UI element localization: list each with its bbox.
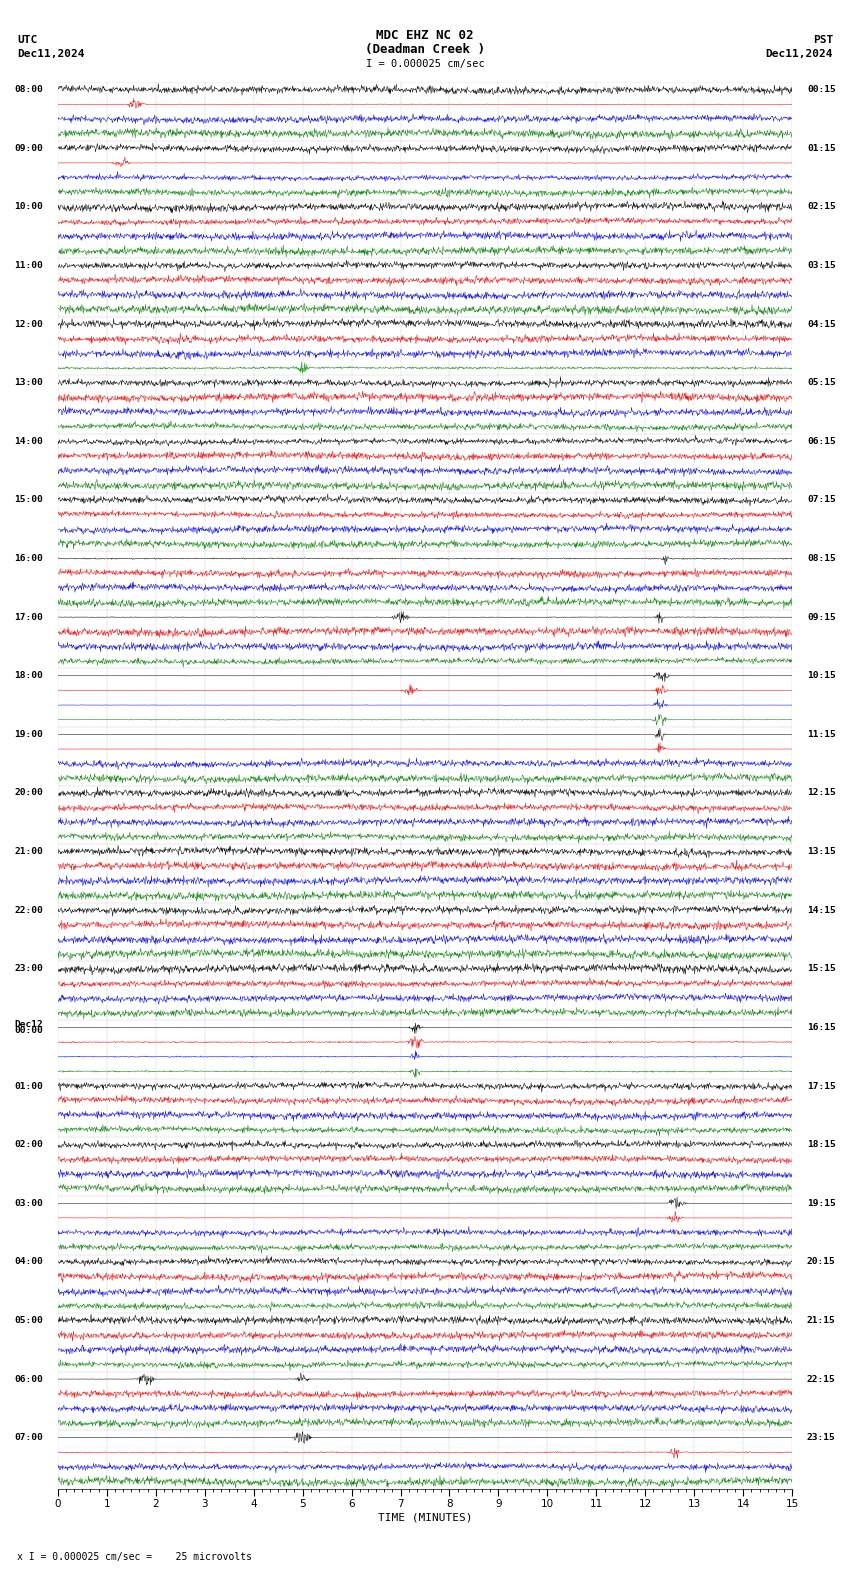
- Text: 23:15: 23:15: [807, 1434, 836, 1441]
- Text: 02:15: 02:15: [807, 203, 836, 211]
- Text: 18:15: 18:15: [807, 1140, 836, 1148]
- Text: 07:00: 07:00: [14, 1434, 43, 1441]
- Text: 11:00: 11:00: [14, 261, 43, 269]
- Text: 20:15: 20:15: [807, 1258, 836, 1266]
- Text: x I = 0.000025 cm/sec =    25 microvolts: x I = 0.000025 cm/sec = 25 microvolts: [17, 1552, 252, 1562]
- Text: 00:00: 00:00: [14, 1025, 43, 1034]
- Text: Dec11,2024: Dec11,2024: [17, 49, 84, 59]
- Text: 10:00: 10:00: [14, 203, 43, 211]
- Text: 05:15: 05:15: [807, 379, 836, 386]
- Text: 06:00: 06:00: [14, 1375, 43, 1383]
- Text: Dec12: Dec12: [14, 1020, 43, 1030]
- Text: 15:15: 15:15: [807, 965, 836, 973]
- Text: 08:00: 08:00: [14, 86, 43, 93]
- Text: 09:15: 09:15: [807, 613, 836, 621]
- Text: 01:15: 01:15: [807, 144, 836, 152]
- Text: PST: PST: [813, 35, 833, 44]
- Text: 13:00: 13:00: [14, 379, 43, 386]
- Text: 09:00: 09:00: [14, 144, 43, 152]
- X-axis label: TIME (MINUTES): TIME (MINUTES): [377, 1513, 473, 1522]
- Text: 17:00: 17:00: [14, 613, 43, 621]
- Text: 04:15: 04:15: [807, 320, 836, 328]
- Text: 05:00: 05:00: [14, 1316, 43, 1324]
- Text: 11:15: 11:15: [807, 730, 836, 738]
- Text: 03:15: 03:15: [807, 261, 836, 269]
- Text: 14:00: 14:00: [14, 437, 43, 445]
- Text: 13:15: 13:15: [807, 847, 836, 855]
- Text: 22:15: 22:15: [807, 1375, 836, 1383]
- Text: 17:15: 17:15: [807, 1082, 836, 1090]
- Text: UTC: UTC: [17, 35, 37, 44]
- Text: 08:15: 08:15: [807, 554, 836, 562]
- Text: 02:00: 02:00: [14, 1140, 43, 1148]
- Text: 00:15: 00:15: [807, 86, 836, 93]
- Text: 23:00: 23:00: [14, 965, 43, 973]
- Text: 15:00: 15:00: [14, 496, 43, 504]
- Text: MDC EHZ NC 02: MDC EHZ NC 02: [377, 29, 473, 41]
- Text: 12:15: 12:15: [807, 789, 836, 797]
- Text: (Deadman Creek ): (Deadman Creek ): [365, 43, 485, 55]
- Text: 16:00: 16:00: [14, 554, 43, 562]
- Text: 01:00: 01:00: [14, 1082, 43, 1090]
- Text: 12:00: 12:00: [14, 320, 43, 328]
- Text: 21:15: 21:15: [807, 1316, 836, 1324]
- Text: 19:15: 19:15: [807, 1199, 836, 1207]
- Text: 07:15: 07:15: [807, 496, 836, 504]
- Text: 18:00: 18:00: [14, 672, 43, 680]
- Text: 19:00: 19:00: [14, 730, 43, 738]
- Text: 21:00: 21:00: [14, 847, 43, 855]
- Text: 14:15: 14:15: [807, 906, 836, 914]
- Text: Dec11,2024: Dec11,2024: [766, 49, 833, 59]
- Text: 16:15: 16:15: [807, 1023, 836, 1031]
- Text: 06:15: 06:15: [807, 437, 836, 445]
- Text: 04:00: 04:00: [14, 1258, 43, 1266]
- Text: 03:00: 03:00: [14, 1199, 43, 1207]
- Text: I = 0.000025 cm/sec: I = 0.000025 cm/sec: [366, 59, 484, 68]
- Text: 20:00: 20:00: [14, 789, 43, 797]
- Text: 22:00: 22:00: [14, 906, 43, 914]
- Text: 10:15: 10:15: [807, 672, 836, 680]
